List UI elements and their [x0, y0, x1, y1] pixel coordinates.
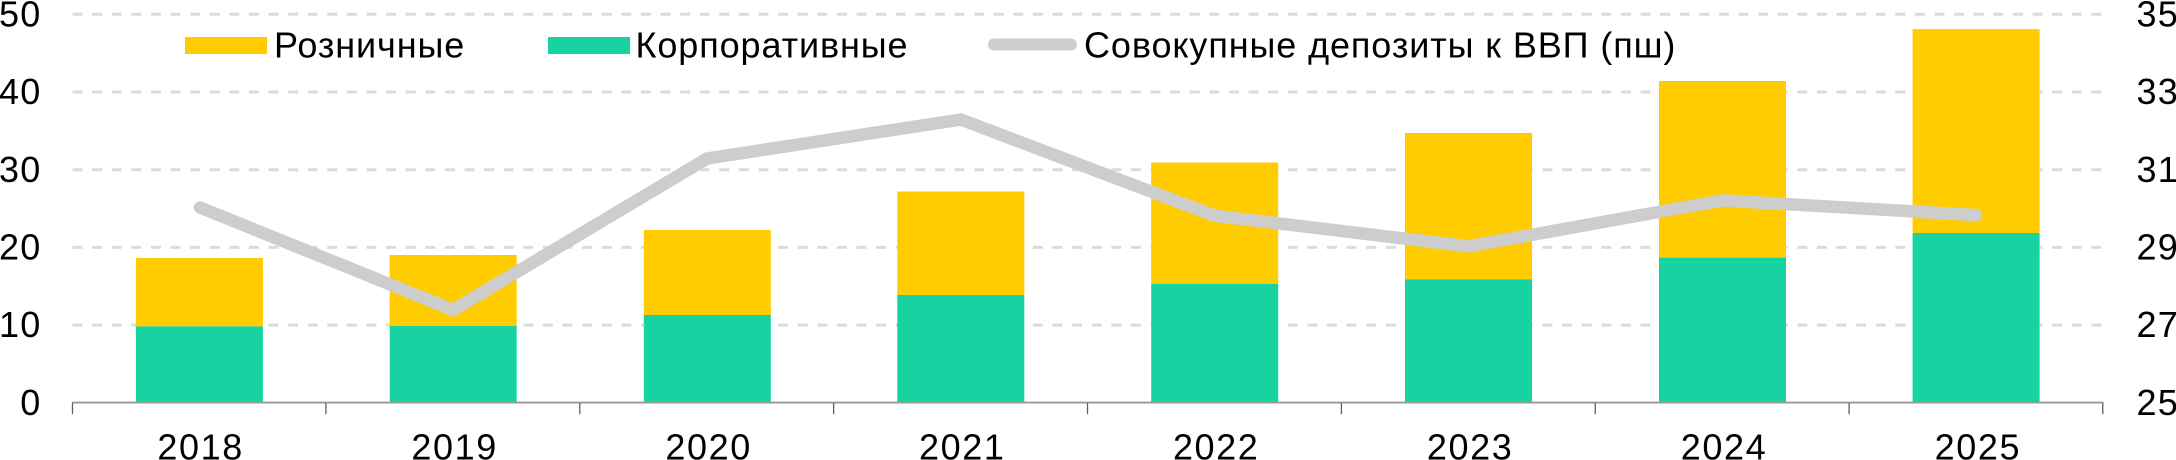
svg-text:2025: 2025: [1935, 427, 2022, 460]
svg-text:0: 0: [20, 382, 41, 423]
svg-text:33: 33: [2137, 71, 2176, 112]
svg-text:2024: 2024: [1681, 427, 1768, 460]
svg-text:50: 50: [0, 0, 42, 34]
svg-text:25: 25: [2137, 382, 2176, 423]
svg-text:2020: 2020: [665, 427, 752, 460]
svg-text:29: 29: [2137, 227, 2176, 268]
svg-text:Корпоративные: Корпоративные: [636, 24, 909, 65]
svg-text:40: 40: [0, 71, 42, 112]
svg-text:2021: 2021: [919, 427, 1006, 460]
svg-text:2018: 2018: [157, 427, 244, 460]
svg-text:35: 35: [2137, 0, 2176, 34]
svg-text:30: 30: [0, 149, 42, 190]
svg-text:10: 10: [0, 304, 42, 345]
svg-text:Совокупные депозиты к ВВП (пш): Совокупные депозиты к ВВП (пш): [1084, 24, 1676, 65]
svg-text:Розничные: Розничные: [274, 24, 465, 65]
svg-text:27: 27: [2137, 304, 2176, 345]
svg-text:2022: 2022: [1173, 427, 1260, 460]
svg-text:2023: 2023: [1427, 427, 1514, 460]
svg-text:2019: 2019: [411, 427, 498, 460]
svg-text:20: 20: [0, 227, 42, 268]
svg-text:31: 31: [2137, 149, 2176, 190]
